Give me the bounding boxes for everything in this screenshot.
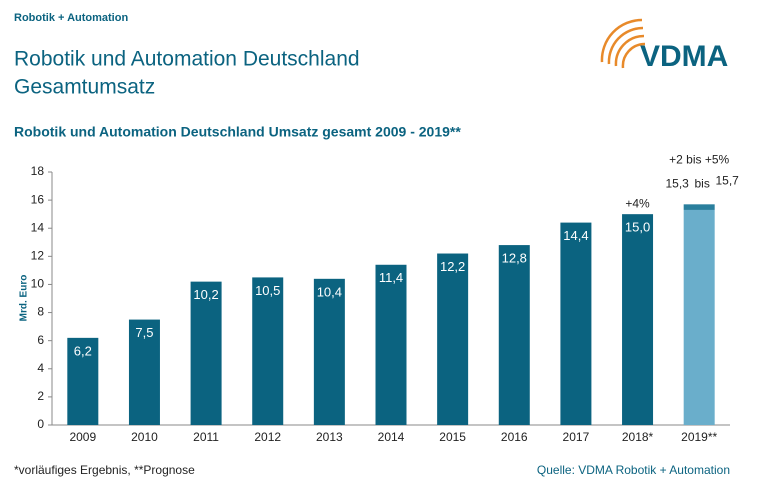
logo-arcs xyxy=(600,18,646,69)
x-tick-label: 2019** xyxy=(681,430,717,444)
y-axis-label: Mrd. Euro xyxy=(19,275,30,322)
footnote: *vorläufiges Ergebnis, **Prognose xyxy=(14,463,195,477)
bar xyxy=(128,319,160,425)
value-label: 6,2 xyxy=(74,343,92,358)
chart-title: Robotik und Automation Deutschland Umsat… xyxy=(14,124,461,140)
x-tick-label: 2010 xyxy=(131,430,158,444)
bar xyxy=(252,277,284,425)
bar xyxy=(67,337,99,425)
value-label: 12,8 xyxy=(502,251,527,266)
bar xyxy=(560,222,592,425)
bar xyxy=(375,264,407,425)
value-label: 15,0 xyxy=(625,220,650,235)
value-label: 10,4 xyxy=(317,284,342,299)
y-tick-label: 8 xyxy=(37,305,44,319)
value-label: 15,3 xyxy=(666,176,690,190)
bar xyxy=(683,209,715,425)
x-tick-label: 2016 xyxy=(501,430,528,444)
x-tick-label: 2015 xyxy=(439,430,466,444)
bar xyxy=(622,214,654,425)
bar xyxy=(498,245,530,425)
bar xyxy=(190,281,222,425)
y-tick-label: 2 xyxy=(37,389,44,403)
x-tick-label: 2011 xyxy=(193,430,219,444)
source: Quelle: VDMA Robotik + Automation xyxy=(537,463,730,477)
x-tick-label: 2017 xyxy=(563,430,590,444)
annotation: +4% xyxy=(625,196,650,210)
x-tick-label: 2013 xyxy=(316,430,343,444)
y-tick-label: 4 xyxy=(37,361,44,375)
value-label: 11,4 xyxy=(379,270,403,285)
y-tick-label: 10 xyxy=(31,277,45,291)
x-tick-label: 2009 xyxy=(69,430,96,444)
x-tick-label: 2014 xyxy=(378,430,405,444)
forecast-range xyxy=(683,204,715,210)
y-tick-label: 6 xyxy=(37,333,44,347)
y-tick-label: 18 xyxy=(31,164,45,178)
range-connector: bis xyxy=(695,176,710,190)
page-title: Robotik und Automation Deutschland xyxy=(14,48,360,71)
value-label: 10,2 xyxy=(193,287,218,302)
annotation: +2 bis +5% xyxy=(669,152,729,166)
value-label: 14,4 xyxy=(563,228,588,243)
logo: VDMA xyxy=(640,40,728,73)
y-tick-label: 12 xyxy=(31,249,45,263)
x-tick-label: 2018* xyxy=(622,430,654,444)
page-title: Gesamtumsatz xyxy=(14,76,155,99)
value-label: 7,5 xyxy=(135,325,153,340)
y-tick-label: 0 xyxy=(37,417,44,431)
x-tick-label: 2012 xyxy=(254,430,281,444)
y-tick-label: 14 xyxy=(31,220,45,234)
value-label: 10,5 xyxy=(255,283,280,298)
bar xyxy=(437,253,469,425)
brand: Robotik + Automation xyxy=(14,12,128,24)
bar xyxy=(313,278,345,425)
value-label: 12,2 xyxy=(440,259,465,274)
y-tick-label: 16 xyxy=(31,192,45,206)
value-label: 15,7 xyxy=(716,173,740,187)
